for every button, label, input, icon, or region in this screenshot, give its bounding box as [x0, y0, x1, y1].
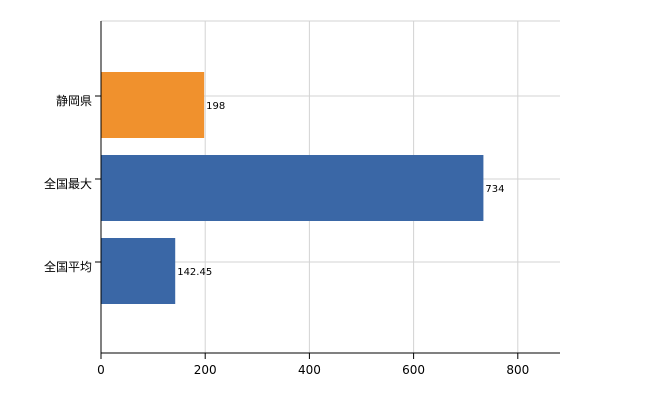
bars: [101, 72, 484, 304]
bar: [101, 72, 205, 138]
x-tick-label: 200: [194, 363, 217, 377]
x-tick-label: 400: [298, 363, 321, 377]
data-label: 142.45: [177, 267, 212, 278]
x-tick-label: 800: [506, 363, 529, 377]
data-label: 198: [206, 101, 225, 112]
x-tick-label: 600: [402, 363, 425, 377]
data-label: 734: [485, 184, 504, 195]
bar: [101, 238, 176, 304]
x-axis-ticks: 0 200 400 600 800: [95, 95, 529, 377]
axes: [100, 21, 560, 354]
category-label: 静岡県: [56, 94, 92, 108]
category-label: 全国最大: [44, 176, 92, 191]
category-label: 全国平均: [44, 259, 92, 274]
bar: [101, 155, 484, 221]
x-tick-label: 0: [97, 363, 105, 377]
data-labels: 198 734 142.45: [177, 101, 504, 278]
